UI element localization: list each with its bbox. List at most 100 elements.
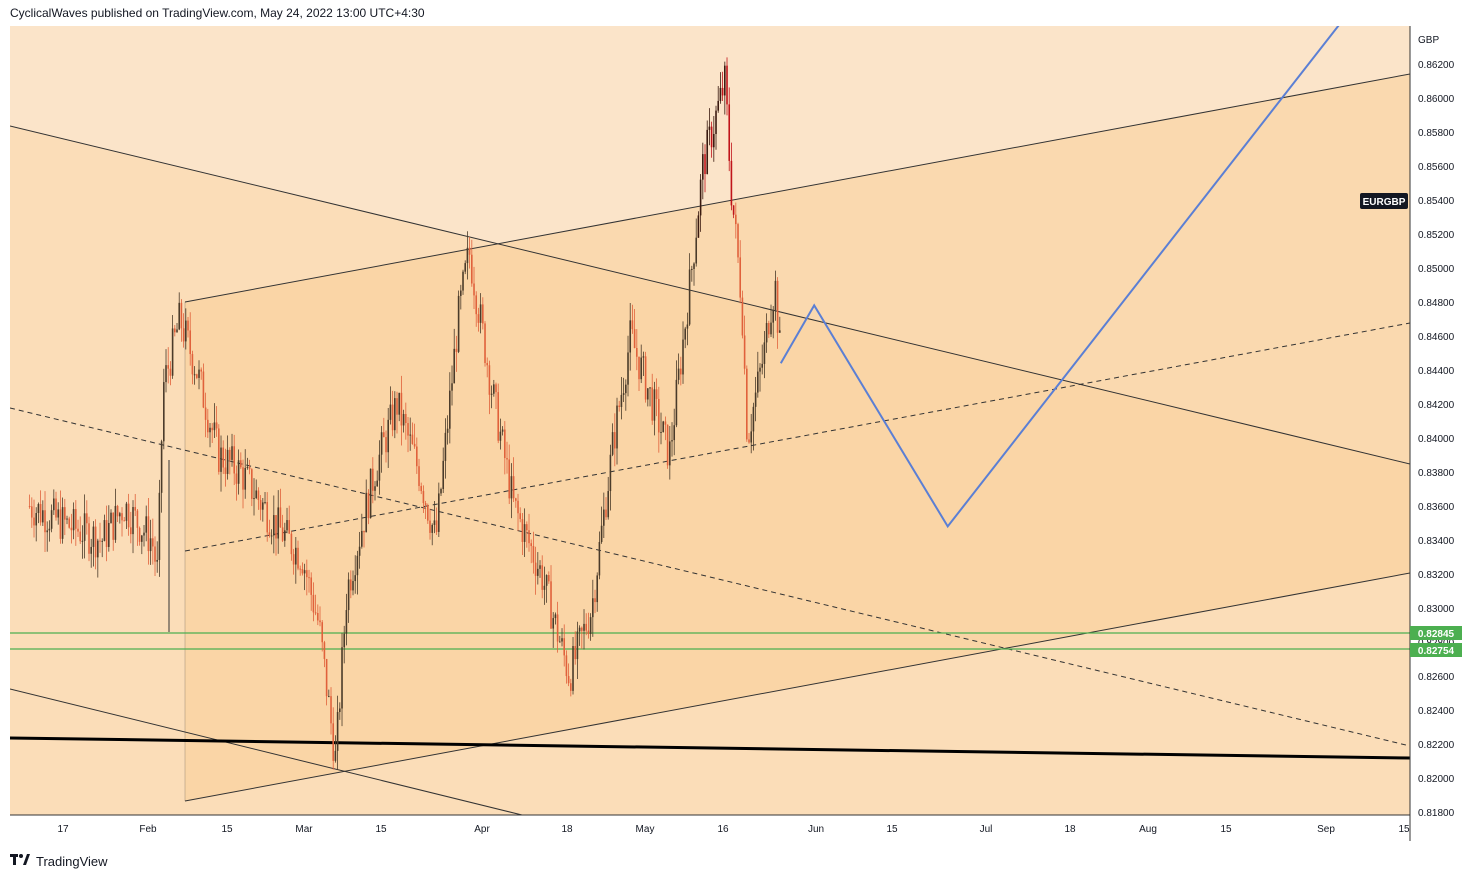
candle-body bbox=[545, 575, 548, 586]
candle-body bbox=[770, 322, 772, 335]
candle-body bbox=[242, 467, 244, 490]
candle-body bbox=[589, 617, 592, 635]
candle-body bbox=[695, 237, 698, 264]
candle-body bbox=[741, 297, 744, 336]
candle-body bbox=[737, 224, 739, 258]
candle-body bbox=[618, 405, 621, 408]
candle-body bbox=[754, 392, 757, 407]
candle-body bbox=[336, 712, 339, 751]
candle-body bbox=[567, 676, 570, 684]
candle-body bbox=[750, 431, 753, 443]
candle-body bbox=[312, 594, 315, 613]
candle-body bbox=[275, 515, 277, 539]
price-tick-label: 0.81800 bbox=[1418, 808, 1455, 819]
candle-body bbox=[526, 524, 528, 531]
candle-body bbox=[233, 446, 236, 474]
candle-body bbox=[28, 506, 31, 507]
price-tick-label: 0.83200 bbox=[1418, 570, 1455, 581]
candle-body bbox=[213, 422, 216, 431]
price-tick-label: 0.85200 bbox=[1418, 230, 1455, 241]
level-tag-box bbox=[1410, 643, 1462, 657]
time-tick-label: Apr bbox=[474, 824, 490, 835]
candle-body bbox=[35, 512, 38, 526]
candle-body bbox=[666, 424, 669, 466]
candle-body bbox=[279, 507, 282, 528]
candle-body bbox=[490, 393, 493, 395]
price-tick-label: 0.82400 bbox=[1418, 706, 1455, 717]
candle-body bbox=[565, 655, 568, 677]
candle-body bbox=[378, 454, 381, 481]
footer-brand[interactable]: TradingView bbox=[36, 854, 108, 869]
candle-body bbox=[455, 348, 458, 352]
candle-body bbox=[237, 460, 240, 484]
candle-body bbox=[587, 630, 590, 635]
candle-body bbox=[438, 493, 440, 532]
candle-body bbox=[169, 368, 172, 376]
level-tag-box bbox=[1410, 626, 1462, 640]
candle-body bbox=[592, 598, 594, 618]
candle-body bbox=[264, 502, 266, 504]
candle-body bbox=[387, 419, 390, 453]
candle-body bbox=[664, 421, 667, 425]
time-tick-label: Sep bbox=[1317, 824, 1335, 835]
candle-body bbox=[339, 708, 341, 713]
candle-body bbox=[508, 459, 511, 499]
candle-body bbox=[614, 432, 616, 449]
candle-body bbox=[504, 429, 506, 459]
candle-body bbox=[616, 405, 618, 449]
candle-body bbox=[358, 546, 361, 556]
candle-body bbox=[253, 498, 255, 500]
candle-body bbox=[222, 447, 225, 468]
ascending-channel-upper-line bbox=[184, 73, 1410, 303]
candle-body bbox=[746, 368, 748, 440]
candle-body bbox=[440, 489, 442, 494]
time-tick-label: 16 bbox=[717, 824, 729, 835]
candle-body bbox=[57, 509, 60, 518]
candle-body bbox=[532, 546, 535, 563]
candle-body bbox=[625, 384, 627, 394]
candle-body bbox=[691, 268, 693, 270]
price-tick-label: 0.83800 bbox=[1418, 468, 1455, 479]
candle-body bbox=[501, 429, 504, 432]
time-tick-label: Jul bbox=[980, 824, 993, 835]
candle-body bbox=[323, 642, 326, 659]
price-tick-label: 0.84800 bbox=[1418, 298, 1455, 309]
candle-body bbox=[627, 352, 629, 385]
candle-body bbox=[367, 492, 370, 519]
candle-body bbox=[143, 532, 145, 536]
candle-body bbox=[726, 65, 728, 105]
candle-body bbox=[160, 441, 163, 493]
level-tag-lower: 0.82754 bbox=[1418, 646, 1455, 657]
candle-body bbox=[427, 504, 429, 521]
candle-body bbox=[686, 324, 689, 329]
candle-body bbox=[719, 87, 722, 101]
tradingview-logo-icon[interactable] bbox=[10, 854, 30, 869]
candle-body bbox=[649, 387, 651, 389]
candle-body bbox=[248, 466, 251, 470]
candle-body bbox=[449, 390, 451, 429]
candle-body bbox=[55, 498, 57, 518]
candle-body bbox=[495, 384, 497, 393]
candle-body bbox=[515, 498, 517, 501]
candle-body bbox=[112, 512, 115, 540]
candle-body bbox=[207, 419, 209, 433]
candle-body bbox=[105, 520, 108, 547]
candle-body bbox=[119, 513, 121, 517]
candle-body bbox=[752, 406, 755, 432]
candle-body bbox=[321, 622, 324, 643]
candle-body bbox=[259, 500, 262, 510]
candle-body bbox=[343, 633, 346, 648]
candle-body bbox=[713, 133, 715, 148]
candle-body bbox=[596, 575, 599, 603]
candle-body bbox=[697, 215, 700, 238]
candle-body bbox=[66, 518, 68, 520]
candle-body bbox=[224, 467, 227, 474]
candle-body bbox=[776, 280, 779, 333]
candle-body bbox=[473, 283, 475, 296]
candle-body bbox=[255, 490, 258, 499]
candle-body bbox=[682, 339, 684, 375]
candle-body bbox=[251, 469, 253, 499]
candle-body bbox=[145, 516, 148, 533]
candle-body bbox=[218, 428, 220, 472]
